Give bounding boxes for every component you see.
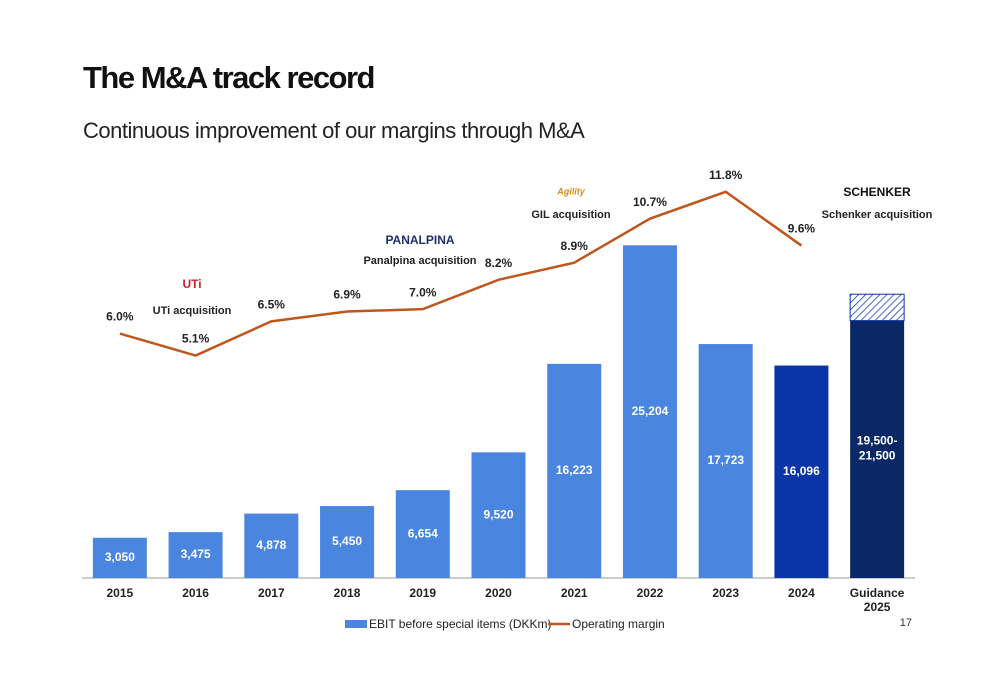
bar	[471, 452, 526, 578]
x-tick-label: 2021	[560, 586, 588, 600]
x-tick-label: 2023	[712, 586, 740, 600]
value-label: 25,204	[632, 404, 669, 418]
value-label: 19,500-21,500	[857, 433, 898, 462]
line-label: 10.7%	[633, 195, 667, 209]
title: The M&A track record	[83, 60, 374, 95]
value-label: 5,450	[332, 534, 362, 548]
x-tick-label: 2020	[485, 586, 512, 600]
bar	[850, 320, 905, 578]
line-label: 8.9%	[561, 239, 589, 253]
value-label: 16,096	[783, 464, 820, 478]
line-label: 6.9%	[333, 288, 361, 302]
acquisition-logo: SCHENKER	[843, 185, 911, 199]
x-tick-label: 2017	[257, 586, 285, 600]
line	[119, 190, 803, 357]
x-tick-label: 2016	[182, 586, 209, 600]
x-tick-label: 2015	[106, 586, 134, 600]
acquisition-label: GIL acquisition	[531, 209, 611, 221]
line-label: 11.8%	[709, 168, 743, 182]
bar	[244, 513, 299, 578]
range-bar	[849, 293, 905, 322]
line-label: 6.0%	[106, 310, 134, 324]
bar	[168, 532, 223, 578]
bar	[92, 537, 147, 578]
x-tick-label: Guidance 2025	[849, 586, 905, 614]
legend-label: Operating margin	[572, 617, 665, 631]
acquisition-label: Panalpina acquisition	[363, 255, 476, 267]
bar	[622, 245, 677, 579]
acquisition-label: Schenker acquisition	[822, 209, 933, 221]
legend-swatch	[345, 620, 367, 628]
line-label: 8.2%	[485, 256, 513, 270]
line-label: 7.0%	[409, 285, 437, 299]
value-label: 6,654	[408, 526, 438, 540]
value-label: 4,878	[256, 538, 286, 552]
acquisition-logo: UTi	[182, 277, 201, 291]
x-tick-label: 2022	[636, 586, 664, 600]
bar	[547, 363, 602, 578]
line-label: 6.5%	[258, 298, 286, 312]
acquisition-logo: PANALPINA	[385, 233, 454, 247]
bar	[395, 490, 450, 578]
line-label: 5.1%	[182, 332, 210, 346]
bar	[320, 506, 375, 578]
acquisition-label: UTi acquisition	[153, 305, 232, 317]
value-label: 16,223	[556, 463, 593, 477]
value-label: 3,475	[181, 547, 211, 561]
bar	[774, 365, 829, 578]
line-label: 9.6%	[788, 222, 816, 236]
subtitle: Continuous improvement of our margins th…	[83, 118, 585, 143]
legend-label: EBIT before special items (DKKm)	[369, 617, 552, 631]
x-tick-label: 2024	[788, 586, 815, 600]
value-label: 3,050	[105, 550, 135, 564]
acquisition-logo: Agility	[556, 186, 585, 196]
x-tick-label: 2019	[409, 586, 437, 600]
value-label: 9,520	[483, 507, 513, 521]
x-tick-label: 2018	[333, 586, 361, 600]
bar	[698, 344, 753, 578]
page-number: 17	[900, 617, 912, 629]
value-label: 17,723	[707, 453, 744, 467]
